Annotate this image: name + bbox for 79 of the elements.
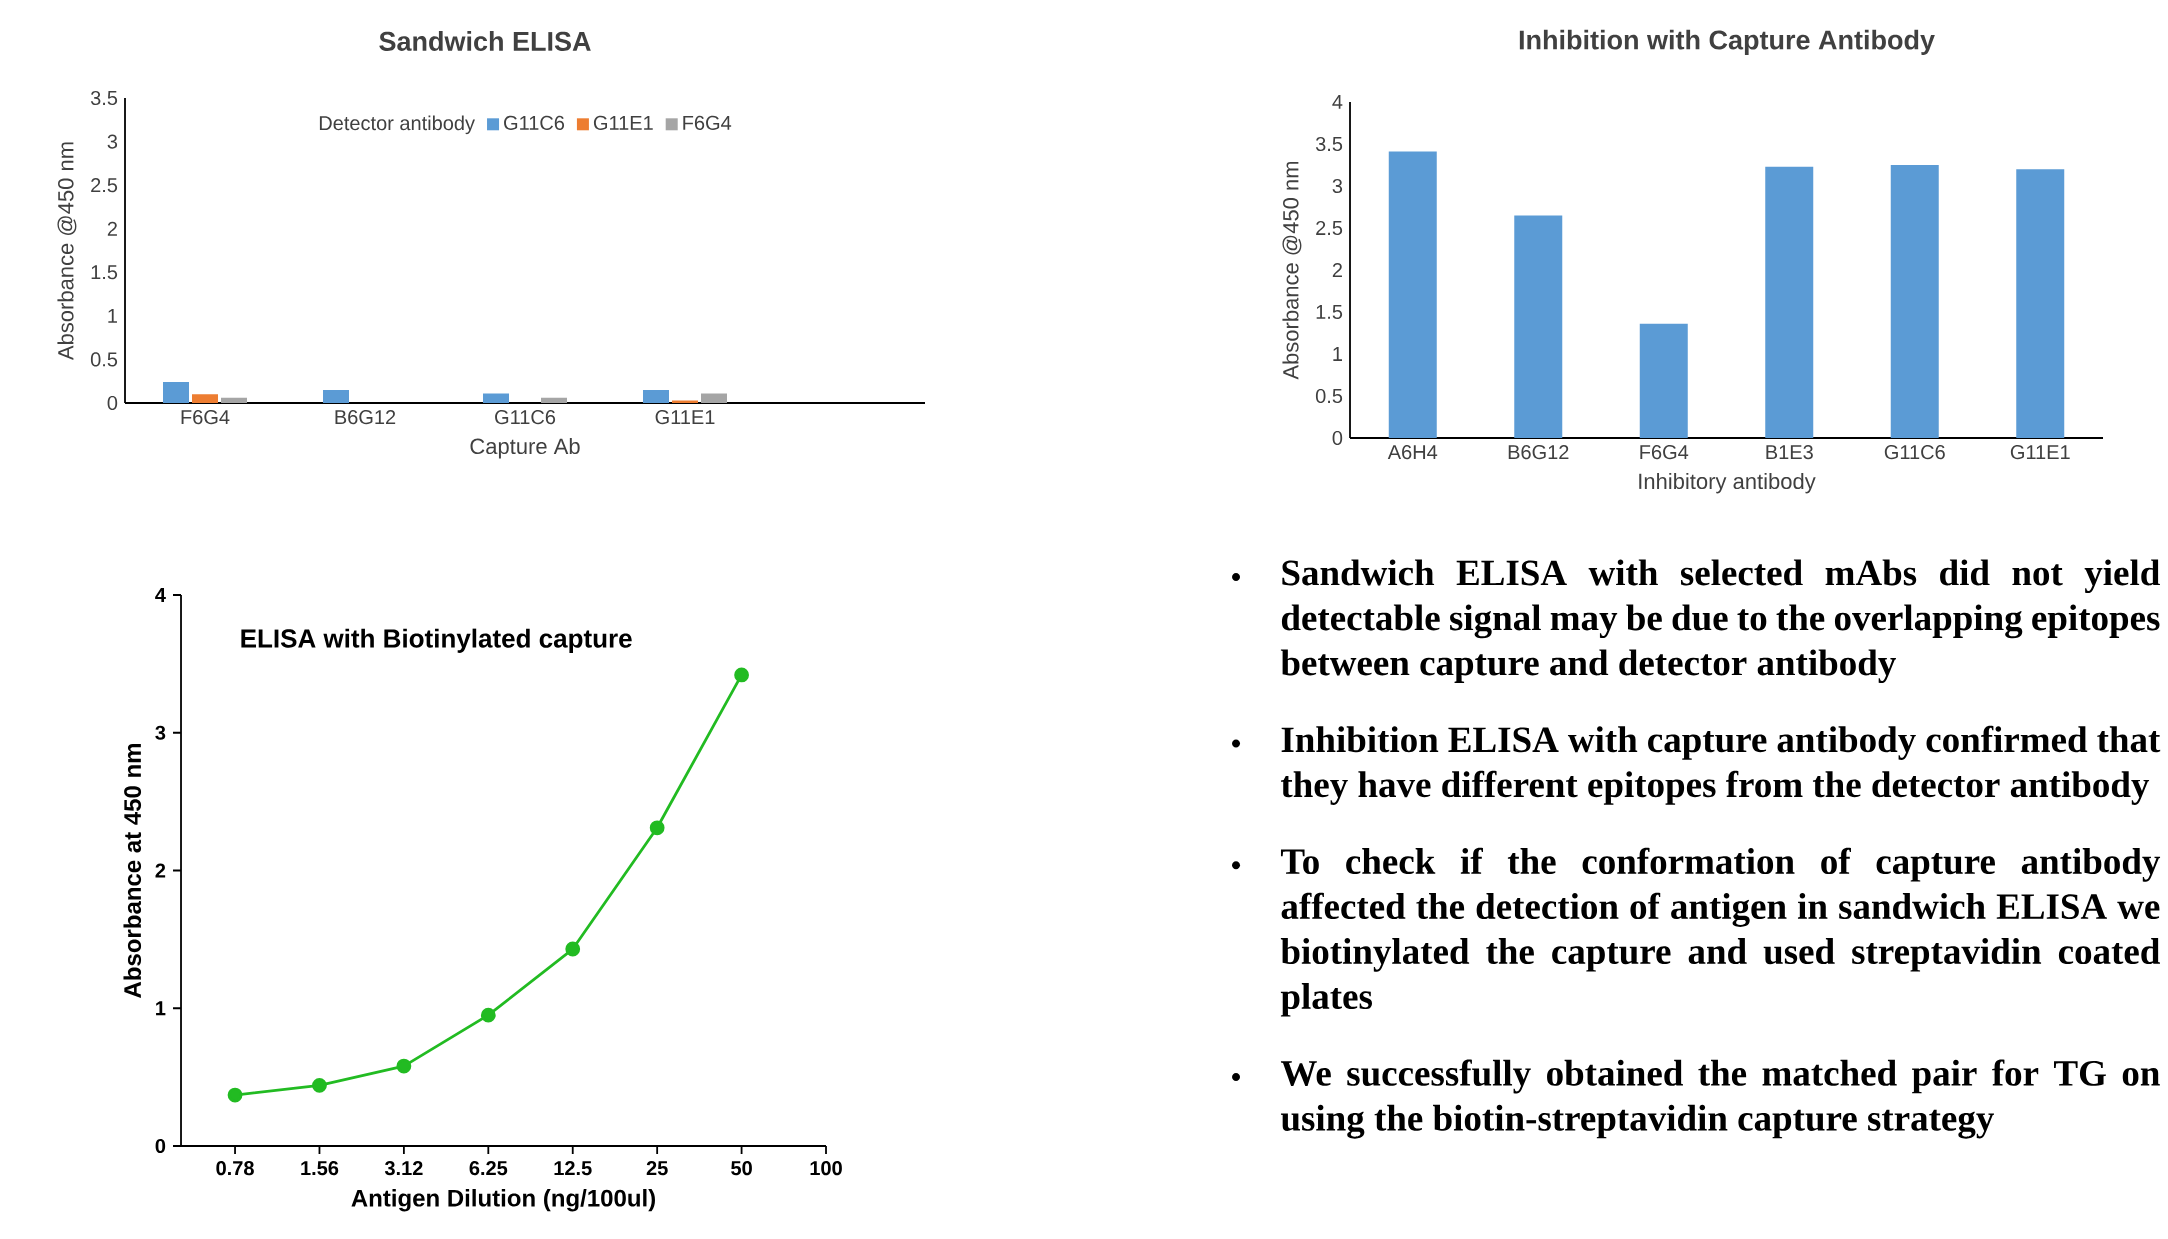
point [649, 820, 665, 836]
legend-label: G11C6 [504, 115, 565, 130]
x-tick-label: G11C6 [1884, 445, 1945, 460]
legend-label: F6G4 [683, 115, 732, 130]
y-axis-title: Absorbance @450 nm [57, 142, 77, 361]
chart-title: Inhibition with Capture Antibody [1519, 29, 1935, 55]
y-tick-label: 3 [155, 725, 166, 740]
bar [2016, 169, 2065, 438]
y-tick-label: 2 [1332, 263, 1342, 277]
y-tick-label: 0 [1332, 430, 1343, 446]
bar [643, 389, 669, 403]
y-tick-label: 4 [155, 588, 166, 602]
y-tick-label: 2.5 [1316, 220, 1343, 236]
y-tick-label: 2.5 [91, 178, 118, 193]
y-tick-label: 1 [1333, 347, 1342, 361]
y-tick-label: 0.5 [90, 352, 118, 367]
text: Inhibition ELISA with capture antibody confirmed that they have different epitopes from the detector antibody [1281, 725, 2161, 805]
bar [701, 393, 727, 403]
bar [163, 382, 190, 403]
y-tick-label: 1.5 [91, 265, 118, 280]
x-tick-label: B6G12 [1508, 445, 1569, 460]
bar [672, 400, 698, 403]
x-tick-label: G11E1 [2010, 445, 2070, 460]
point [227, 1087, 243, 1103]
point [734, 667, 749, 683]
bar [1639, 323, 1688, 438]
x-tick-label: 3.12 [384, 1161, 423, 1176]
text: Sandwich ELISA with selected mAbs did not yield detectable signal may be due to the overlapping epitopes between capture and detector antibody [1280, 559, 2160, 684]
y-tick-label: 1.5 [1316, 305, 1343, 319]
bar [541, 397, 568, 403]
y-tick-label: 2 [107, 221, 117, 236]
text: We successfully obtained the matched pair for TG on using the biotin-streptavidin capture strategy [1280, 1059, 2160, 1139]
x-tick-label: G11E1 [655, 410, 715, 425]
x-tick-label: A6H4 [1387, 445, 1438, 460]
y-tick-label: 3.5 [90, 90, 118, 106]
x-tick-label: 12.5 [554, 1161, 592, 1176]
point [312, 1077, 327, 1093]
y-tick-label: 1 [108, 308, 117, 323]
bar [1514, 215, 1563, 438]
y-tick-label: 3 [107, 134, 118, 149]
bar [1890, 165, 1939, 438]
point [480, 1007, 496, 1023]
x-tick-label: B6G12 [335, 410, 396, 425]
bar [1388, 151, 1437, 438]
y-tick-label: 0 [107, 395, 118, 411]
x-tick-label: F6G4 [1640, 445, 1689, 460]
x-tick-label: 50 [731, 1161, 752, 1176]
y-axis-title: Absorbance at 450 nm [123, 743, 142, 998]
point [396, 1058, 412, 1074]
text: ELISA with Biotinylated capture [241, 628, 632, 653]
y-tick-label: 1 [156, 1001, 166, 1016]
bar [1765, 166, 1814, 438]
point [565, 941, 581, 957]
text: To check if the conformation of capture antibody affected the detection of antigen in sandwich ELISA we biotinylated the capture and used streptavidin coated plates [1280, 847, 2161, 1017]
x-tick-label: 25 [646, 1161, 668, 1176]
bar [221, 397, 248, 403]
y-tick-label: 4 [1332, 95, 1343, 109]
y-tick-label: 2 [155, 863, 166, 878]
bar [192, 394, 219, 403]
x-tick-label: B1E3 [1766, 445, 1813, 460]
bar [483, 393, 510, 403]
y-axis-title: Absorbance @450 nm [1282, 161, 1302, 380]
y-tick-label: 0.5 [1315, 388, 1343, 404]
y-tick-label: 3 [1332, 178, 1343, 194]
x-tick-label: 0.78 [216, 1161, 254, 1176]
x-axis-title: Capture Ab [470, 437, 580, 459]
y-tick-label: 0 [155, 1138, 166, 1154]
x-axis-title: Antigen Dilution (ng/100ul) [351, 1189, 655, 1212]
chart-title: Sandwich ELISA [379, 31, 591, 51]
x-tick-label: 100 [810, 1161, 842, 1176]
legend-title: Detector antibody [319, 115, 475, 135]
x-axis-title: Inhibitory antibody [1639, 472, 1816, 494]
x-tick-label: 6.25 [469, 1161, 508, 1176]
x-tick-label: G11C6 [495, 410, 556, 425]
legend-label: G11E1 [593, 115, 653, 130]
y-tick-label: 3.5 [1315, 136, 1343, 152]
bar [323, 389, 349, 403]
x-tick-label: 1.56 [301, 1161, 339, 1176]
x-tick-label: F6G4 [181, 410, 230, 425]
